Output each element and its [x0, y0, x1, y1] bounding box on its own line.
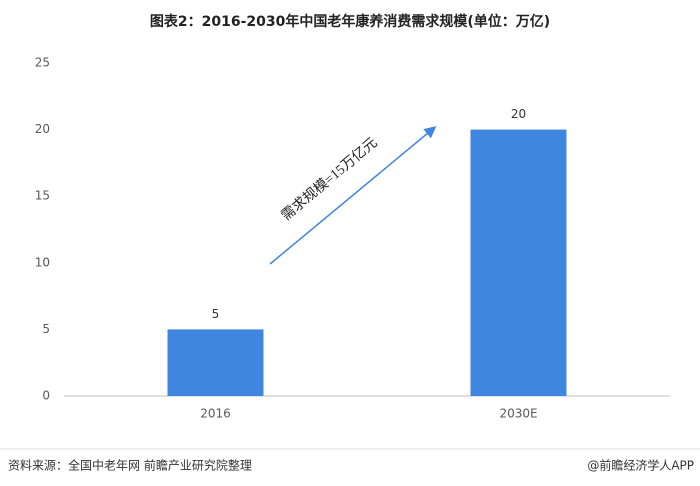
x-tick-label: 2016: [200, 407, 231, 421]
y-tick-label: 5: [42, 322, 50, 336]
y-tick-label: 25: [35, 56, 50, 70]
y-tick-label: 15: [35, 189, 50, 203]
credit: @前瞻经济学人APP: [587, 458, 694, 473]
bar: [167, 329, 264, 396]
chart-title: 图表2：2016-2030年中国老年康养消费需求规模(单位：万亿): [150, 13, 550, 30]
value-label: 20: [511, 107, 526, 121]
annotation: 需求规模=15万亿元: [278, 135, 380, 224]
source: 资料来源：全国中老年网 前瞻产业研究院整理: [8, 458, 252, 473]
y-tick-label: 0: [42, 389, 50, 403]
y-tick-label: 10: [35, 255, 50, 269]
annotation-arrow: [269, 126, 437, 265]
x-tick-label: 2030E: [499, 407, 537, 421]
bar: [470, 129, 567, 396]
y-tick-label: 20: [35, 122, 50, 136]
value-label: 5: [212, 307, 220, 321]
